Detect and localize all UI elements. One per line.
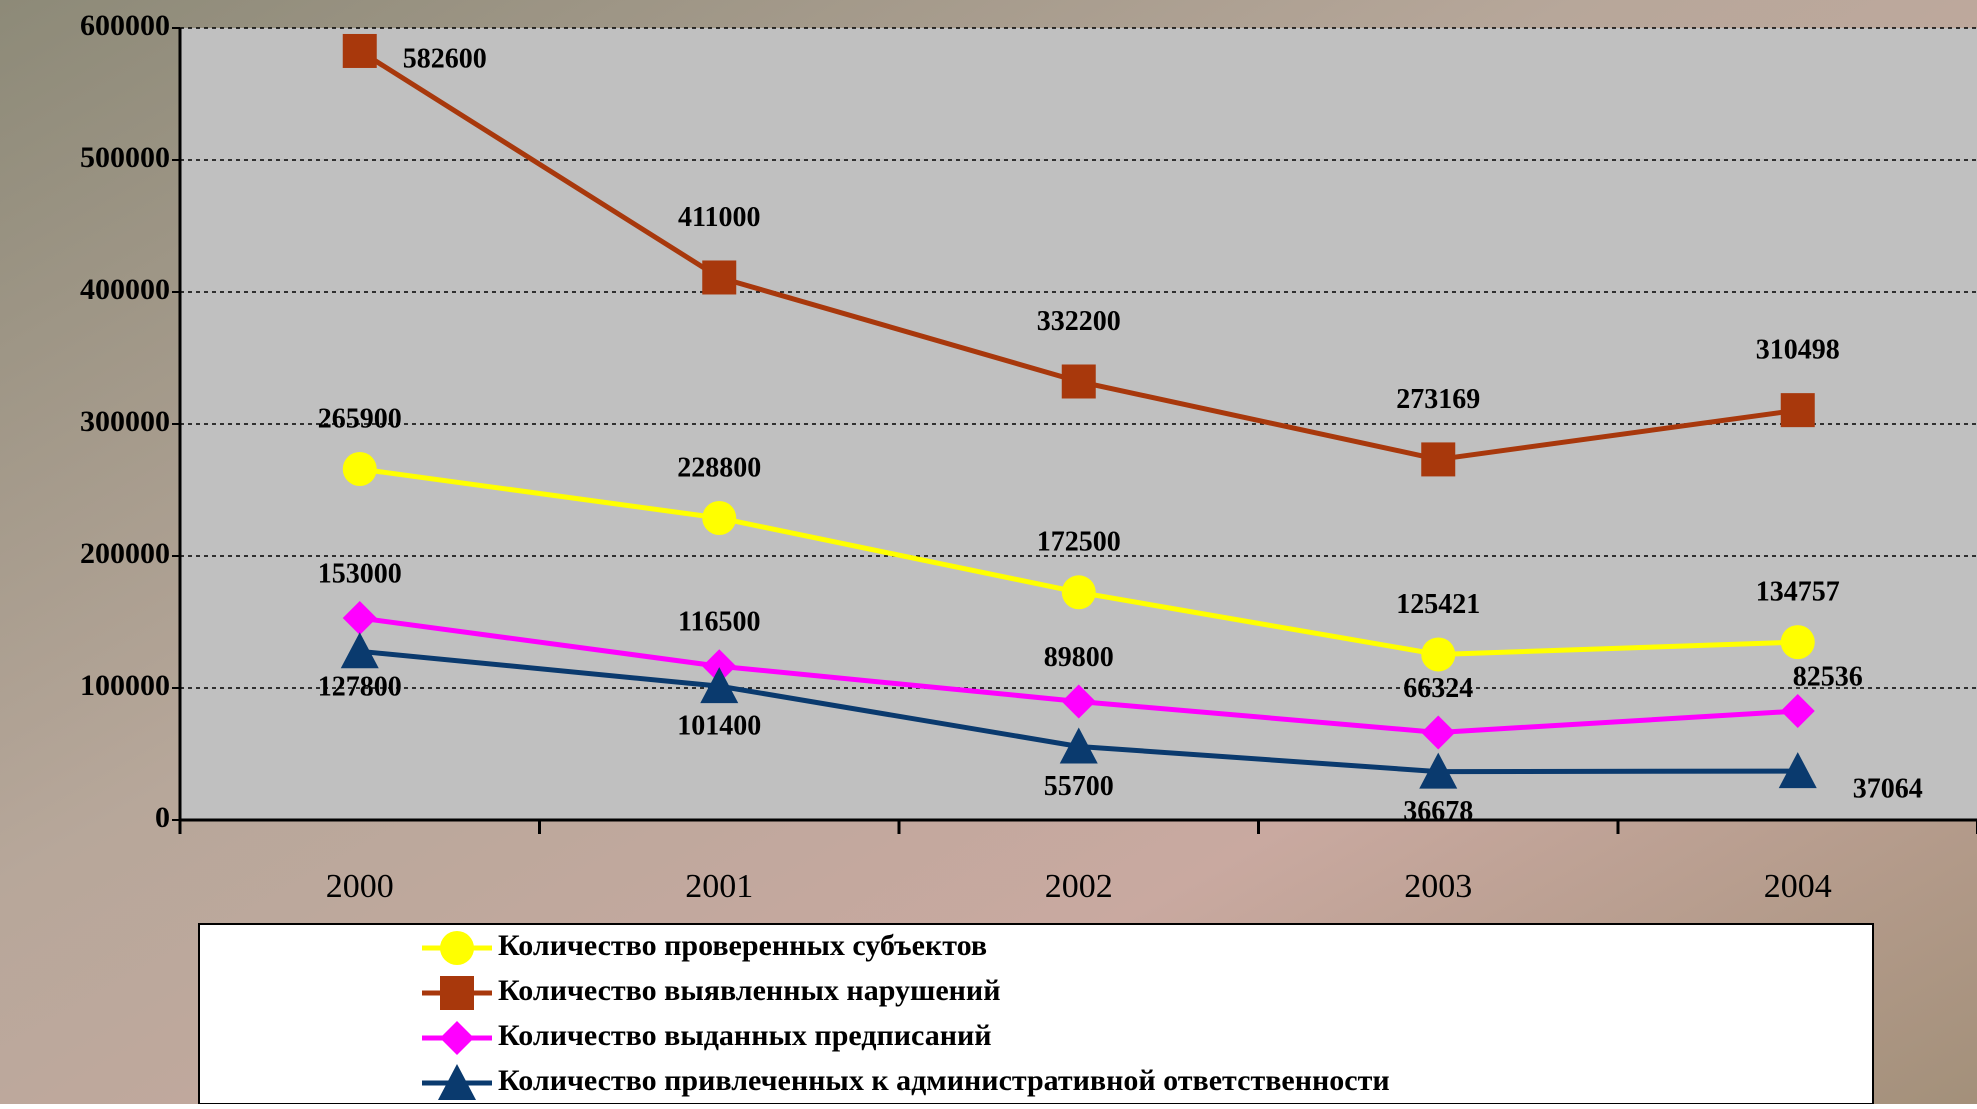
x-tick-label: 2000	[326, 868, 394, 905]
legend-label: Количество выданных предписаний	[498, 1019, 992, 1052]
point-marker	[1421, 442, 1456, 477]
data-label: 265900	[318, 403, 402, 434]
legend-label: Количество привлеченных к административн…	[498, 1064, 1390, 1097]
legend-marker	[440, 1021, 474, 1055]
data-label: 37064	[1853, 773, 1923, 804]
point-marker	[342, 601, 377, 636]
legend-marker	[438, 1064, 476, 1100]
data-label: 332200	[1037, 306, 1121, 337]
point-marker	[342, 452, 377, 487]
y-tick-label: 100000	[80, 669, 170, 702]
data-label: 172500	[1037, 527, 1121, 558]
point-marker	[702, 649, 737, 684]
data-label: 153000	[318, 558, 402, 589]
point-marker	[1780, 393, 1815, 428]
y-tick-label: 300000	[80, 405, 170, 438]
y-tick-label: 400000	[80, 273, 170, 306]
data-label: 273169	[1396, 384, 1480, 415]
legend-label: Количество выявленных нарушений	[498, 974, 1001, 1007]
data-label: 36678	[1403, 796, 1473, 827]
data-label: 411000	[678, 202, 760, 233]
point-marker	[702, 500, 737, 535]
x-tick-label: 2001	[685, 868, 753, 905]
legend-marker	[440, 976, 474, 1010]
point-marker	[342, 33, 377, 68]
x-tick-label: 2002	[1045, 868, 1113, 905]
data-label: 101400	[677, 711, 761, 742]
data-label: 127800	[318, 672, 402, 703]
point-marker	[1421, 637, 1456, 672]
y-tick-label: 200000	[80, 537, 170, 570]
legend-marker	[440, 931, 474, 965]
y-tick-label: 600000	[80, 9, 170, 42]
point-marker	[340, 632, 379, 669]
point-marker	[1421, 715, 1456, 750]
point-marker	[1061, 684, 1096, 719]
point-marker	[1061, 364, 1096, 399]
point-marker	[1419, 752, 1458, 789]
point-marker	[1059, 727, 1098, 764]
point-marker	[700, 667, 739, 704]
data-label: 66324	[1403, 673, 1473, 704]
y-tick-label: 500000	[80, 141, 170, 174]
data-label: 116500	[678, 607, 760, 638]
legend-label: Количество проверенных субъектов	[498, 929, 987, 962]
point-marker	[1780, 694, 1815, 729]
point-marker	[1061, 575, 1096, 610]
data-label: 125421	[1396, 589, 1480, 620]
data-label: 134757	[1756, 577, 1840, 608]
data-label: 310498	[1756, 335, 1840, 366]
point-marker	[702, 260, 737, 295]
x-tick-label: 2003	[1404, 868, 1472, 905]
y-tick-label: 0	[155, 801, 170, 834]
data-label: 228800	[677, 452, 761, 483]
data-label: 89800	[1044, 642, 1114, 673]
data-label: 82536	[1793, 661, 1863, 692]
point-marker	[1780, 625, 1815, 660]
data-label: 55700	[1044, 771, 1114, 802]
point-marker	[1778, 752, 1817, 789]
data-label: 582600	[403, 43, 487, 74]
x-tick-label: 2004	[1764, 868, 1832, 905]
